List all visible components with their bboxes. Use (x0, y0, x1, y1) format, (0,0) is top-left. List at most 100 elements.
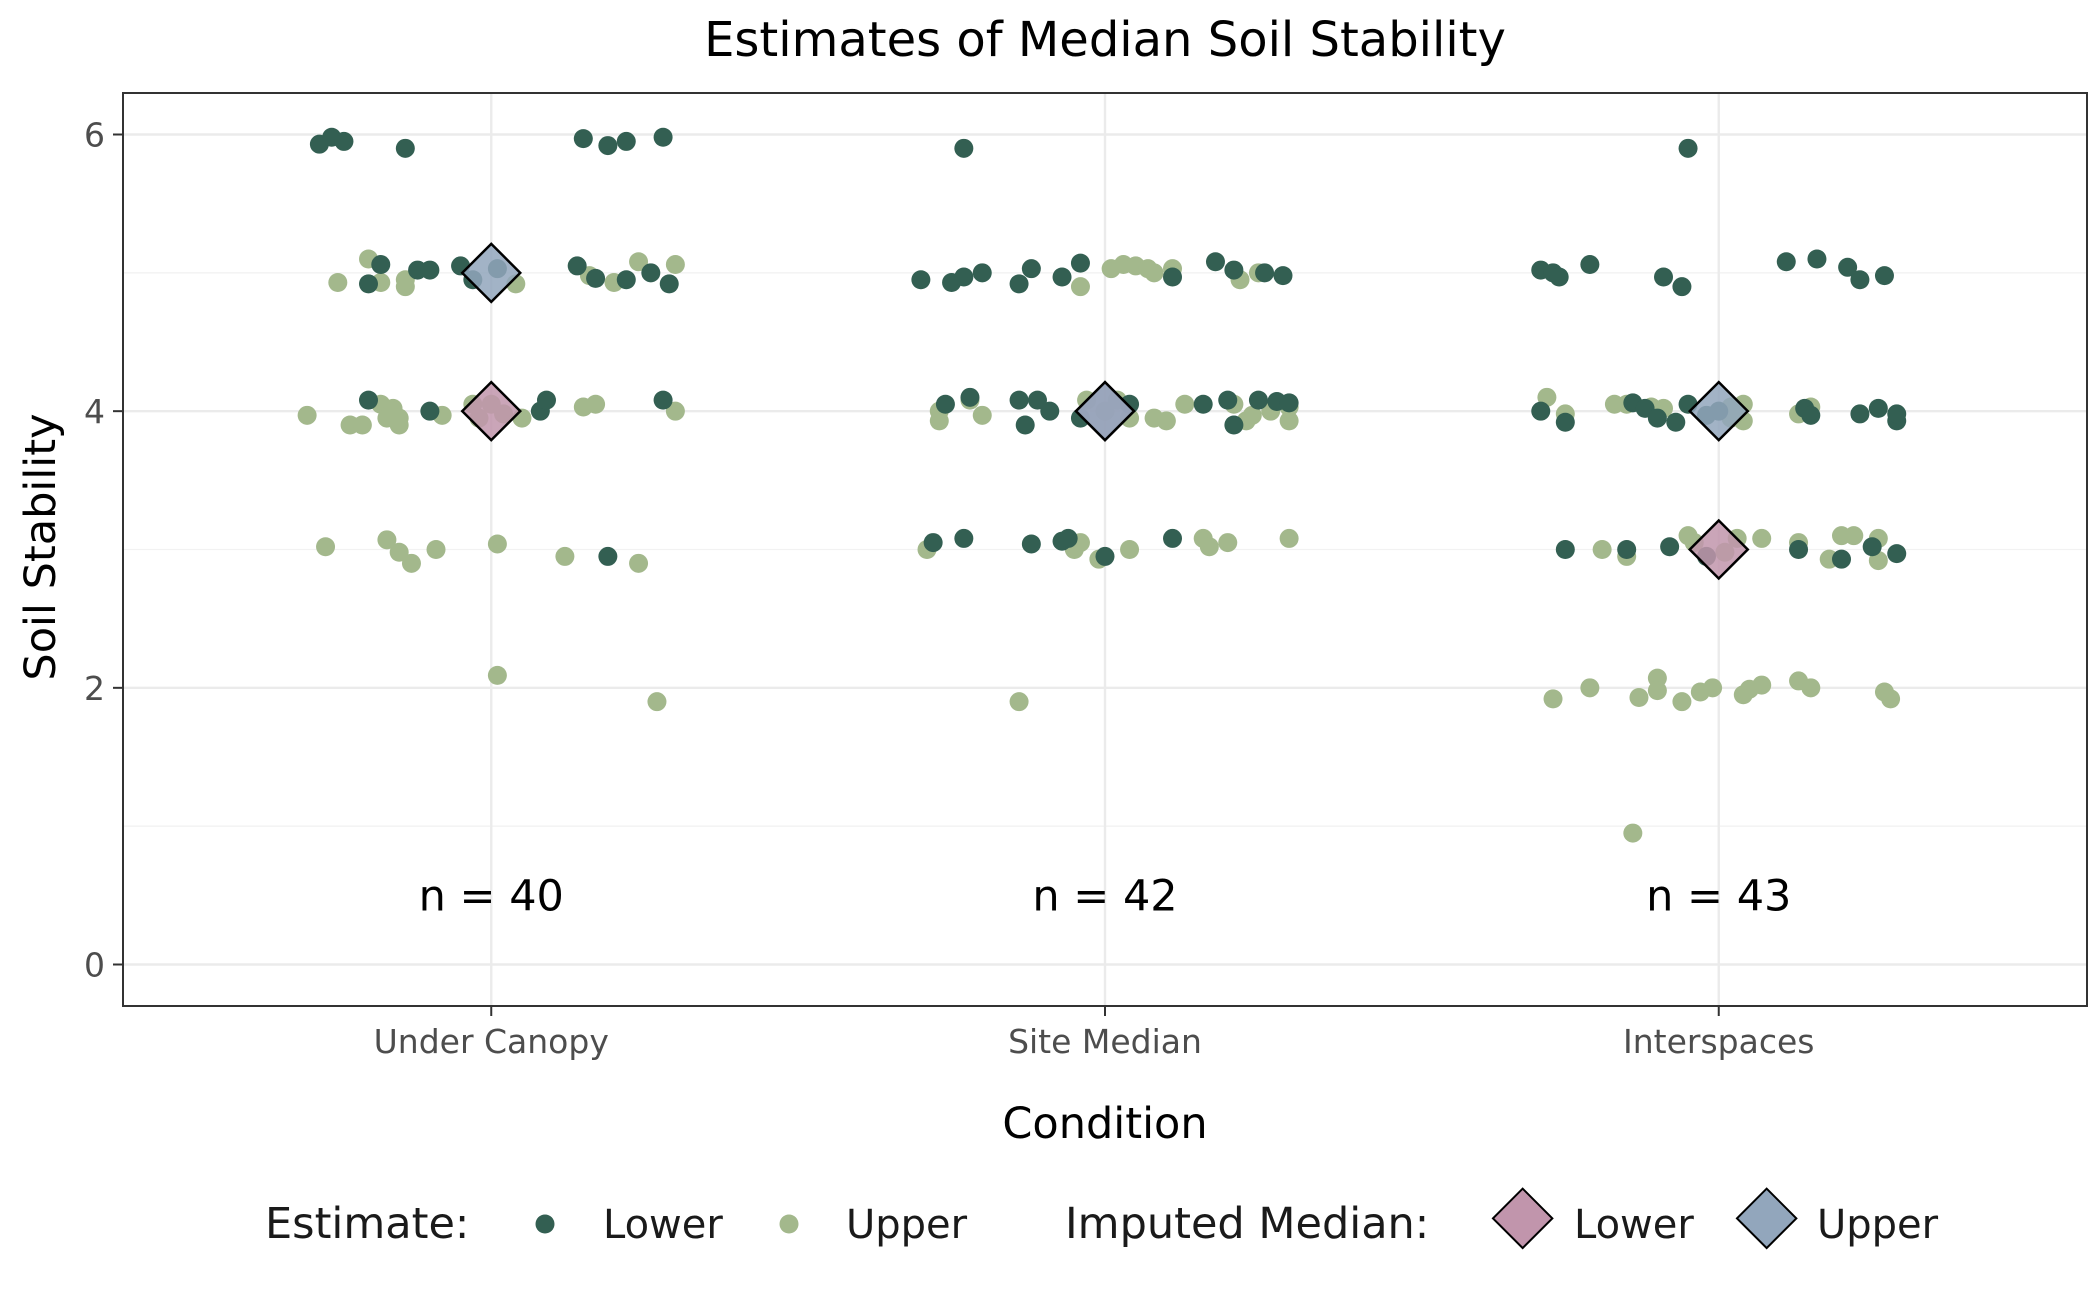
median-lower-marker (1687, 518, 1750, 581)
lower-point (1874, 266, 1894, 286)
lower-point (1279, 393, 1299, 413)
legend-upper-label: Upper (846, 1202, 968, 1248)
lower-point (653, 127, 673, 147)
upper-point (1199, 537, 1219, 557)
upper-point (389, 542, 409, 562)
sample-size-annotations: n = 40 n = 42 n = 43 (419, 871, 1792, 921)
lower-point (1248, 390, 1268, 410)
lower-point (1838, 257, 1858, 277)
lower-point (1021, 259, 1041, 279)
lower-point (1218, 390, 1238, 410)
legend-upper-point-key (779, 1214, 799, 1234)
lower-point (960, 387, 980, 407)
lower-point (371, 255, 391, 275)
lower-point (536, 390, 556, 410)
lower-point (1095, 546, 1115, 566)
lower-point (420, 260, 440, 280)
upper-point (972, 405, 992, 425)
y-tick-label: 4 (84, 392, 105, 431)
y-tick-label: 0 (84, 946, 105, 985)
lower-point (359, 390, 378, 410)
upper-point (629, 553, 649, 573)
upper-point (487, 534, 507, 554)
lower-point (616, 270, 636, 290)
upper-point (297, 405, 317, 425)
lower-point (1776, 252, 1796, 272)
upper-point (487, 665, 507, 685)
lower-point (1850, 404, 1870, 424)
lower-point (1193, 394, 1213, 414)
lower-point (954, 138, 974, 158)
upper-point (1070, 277, 1090, 297)
upper-point (1242, 405, 1262, 425)
lower-point (616, 131, 636, 151)
lower-point (1040, 401, 1060, 421)
upper-point (401, 553, 421, 573)
lower-point (1850, 270, 1870, 290)
lower-point (1807, 249, 1827, 269)
sample-size-label: n = 43 (1646, 871, 1791, 921)
upper-point (352, 415, 372, 435)
y-axis-title: Soil Stability (16, 413, 66, 680)
lower-point (1789, 540, 1809, 559)
median-upper-marker (1687, 380, 1750, 442)
lower-point (1058, 528, 1078, 548)
lower-point (911, 270, 931, 290)
upper-point (665, 255, 685, 275)
lower-point (1021, 534, 1041, 554)
lower-point (1027, 390, 1047, 410)
sample-size-label: n = 40 (419, 871, 564, 921)
lower-point (954, 528, 974, 548)
upper-point (1881, 689, 1901, 709)
upper-point (1580, 678, 1600, 698)
lower-point (1015, 415, 1035, 435)
upper-point (1218, 533, 1238, 553)
upper-point (1144, 263, 1164, 283)
legend-median-title: Imputed Median: (1065, 1199, 1429, 1249)
legend-median-upper-key (1735, 1187, 1798, 1250)
lower-point (1555, 412, 1575, 432)
lower-point (1801, 405, 1821, 425)
upper-point (1752, 675, 1772, 695)
lower-point (1887, 404, 1907, 424)
lower-point (923, 533, 943, 553)
lower-point (1555, 540, 1575, 559)
lower-point (1647, 408, 1667, 428)
lower-point (1224, 415, 1244, 435)
lower-point (359, 274, 378, 294)
lower-point (573, 129, 593, 149)
lower-point (1009, 390, 1029, 410)
upper-point (1629, 688, 1649, 708)
lower-point (935, 394, 955, 414)
lower-point (1531, 401, 1551, 421)
lower-point (1672, 277, 1692, 297)
lower-point (1580, 255, 1600, 275)
upper-point (1156, 411, 1176, 431)
upper-point (647, 692, 667, 712)
x-tick-label: Under Canopy (374, 1022, 609, 1061)
lower-point (598, 136, 618, 156)
lower-point (598, 546, 618, 566)
lower-point (1205, 252, 1225, 272)
lower-point (1666, 412, 1686, 432)
x-axis-title: Condition (1002, 1099, 1207, 1149)
upper-point (1592, 540, 1612, 559)
median-upper-marker (460, 242, 523, 304)
lower-point (1549, 267, 1569, 287)
upper-point (555, 546, 575, 566)
upper-point (586, 394, 606, 414)
lower-point (1654, 267, 1674, 287)
y-tick-label: 2 (84, 669, 105, 708)
lower-point (1255, 263, 1275, 283)
upper-point (377, 530, 397, 550)
lower-point (586, 268, 606, 288)
lower-point (1224, 260, 1244, 280)
median-upper-marker (1074, 380, 1136, 442)
lower-point (653, 390, 673, 410)
lower-point (954, 267, 974, 287)
upper-point (389, 408, 409, 428)
lower-point (395, 138, 415, 158)
imputed-medians (460, 242, 1750, 581)
lower-point (1009, 274, 1029, 294)
